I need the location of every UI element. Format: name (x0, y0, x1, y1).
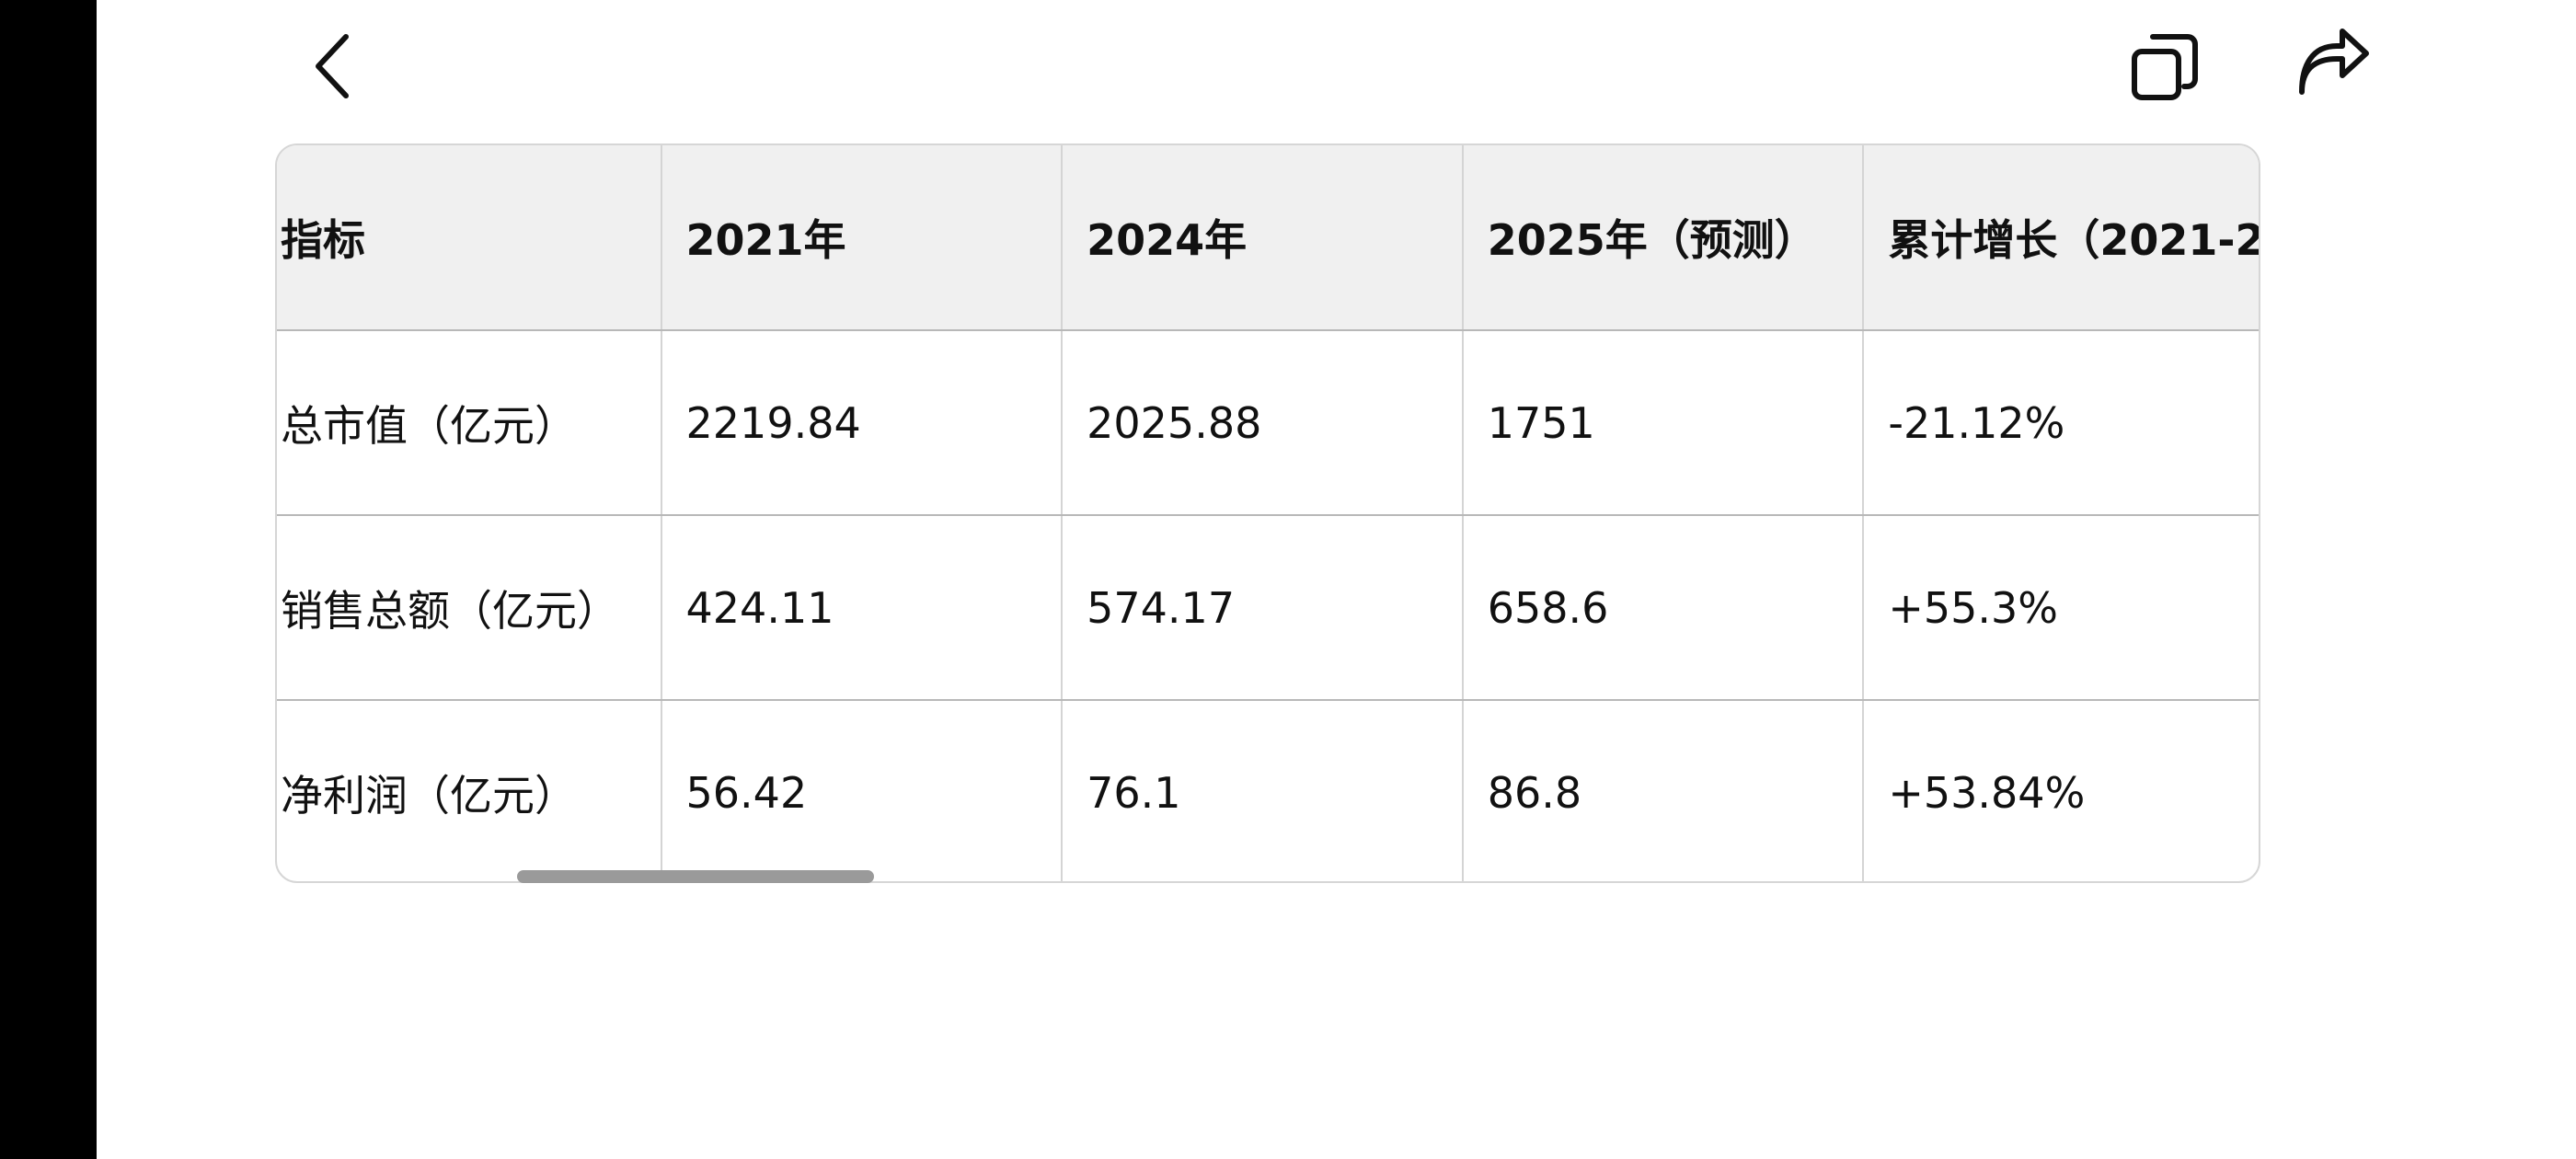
table-cell: 56.42 (660, 700, 1063, 881)
table-cell: 销售总额（亿元） (277, 515, 661, 701)
table-cell: 2025.88 (1061, 330, 1463, 516)
table-cell: 76.1 (1061, 700, 1463, 881)
table-row: 净利润（亿元） 56.42 76.1 86.8 +53.84% (277, 700, 2259, 881)
table-row: 总市值（亿元） 2219.84 2025.88 1751 -21.12% (277, 330, 2259, 516)
header-cell-cumulative-growth: 累计增长（2021-20 (1862, 145, 2259, 331)
header-cell-2021: 2021年 (660, 145, 1063, 331)
chevron-left-icon (316, 34, 349, 98)
back-button[interactable] (300, 29, 374, 103)
table-cell: 86.8 (1461, 700, 1864, 881)
table-cell: 658.6 (1461, 515, 1864, 701)
table-header-row: 指标 2021年 2024年 2025年（预测） 累计增长（2021-20 (277, 145, 2259, 331)
table-cell: 1751 (1461, 330, 1864, 516)
header-cell-2024: 2024年 (1061, 145, 1463, 331)
header-cell-indicator: 指标 (277, 145, 661, 331)
left-black-edge (0, 0, 97, 1159)
table-cell: 574.17 (1061, 515, 1463, 701)
share-button[interactable] (2291, 28, 2374, 105)
table-cell: +53.84% (1862, 700, 2259, 881)
table-row: 销售总额（亿元） 424.11 574.17 658.6 +55.3% (277, 515, 2259, 701)
data-table-card[interactable]: 指标 2021年 2024年 2025年（预测） 累计增长（2021-20 总市… (275, 143, 2260, 883)
table-cell: 总市值（亿元） (277, 330, 661, 516)
header-cell-2025-forecast: 2025年（预测） (1461, 145, 1864, 331)
table-cell: -21.12% (1862, 330, 2259, 516)
table-cell: 2219.84 (660, 330, 1063, 516)
table-cell: 净利润（亿元） (281, 771, 577, 820)
table-cell: +55.3% (1862, 515, 2259, 701)
copy-icon (2132, 34, 2198, 100)
data-table: 指标 2021年 2024年 2025年（预测） 累计增长（2021-20 总市… (277, 145, 2259, 881)
copy-button[interactable] (2125, 28, 2202, 105)
horizontal-scrollbar-thumb[interactable] (517, 870, 874, 883)
table-cell: 424.11 (660, 515, 1063, 701)
share-forward-icon (2299, 29, 2369, 95)
